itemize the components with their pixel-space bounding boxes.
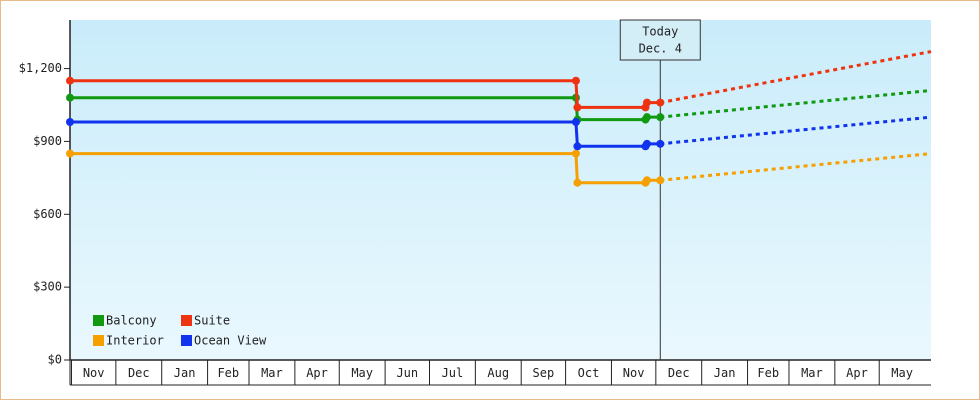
month-label: May xyxy=(891,366,913,380)
today-label: Today xyxy=(642,25,678,39)
legend-label: Suite xyxy=(194,314,230,328)
month-label: Mar xyxy=(261,366,283,380)
data-point-balcony xyxy=(642,113,651,122)
today-box xyxy=(619,19,701,61)
data-point-ocean-view xyxy=(642,139,651,148)
data-point-suite xyxy=(656,98,665,107)
data-point-balcony xyxy=(656,113,665,122)
today-date-label: Dec. 4 xyxy=(639,42,682,56)
data-point-suite xyxy=(642,98,651,107)
today-marker: Today Dec. 4 xyxy=(619,19,701,360)
legend-label: Balcony xyxy=(106,314,157,328)
y-tick-label: $0 xyxy=(48,353,62,367)
legend-swatch xyxy=(181,315,192,326)
data-point-interior xyxy=(642,176,651,185)
month-label: Jan xyxy=(714,366,736,380)
month-label: May xyxy=(351,366,373,380)
legend-swatch xyxy=(181,335,192,346)
data-point-interior xyxy=(573,178,582,187)
data-point-ocean-view xyxy=(573,142,582,151)
x-axis: Nov Dec Jan Feb Mar Apr May Jun Jul Aug Sep Oct Nov D… xyxy=(69,359,931,386)
forecast-line-balcony xyxy=(660,88,932,119)
month-label: Nov xyxy=(83,366,105,380)
month-label: Jan xyxy=(174,366,196,380)
month-label: Dec xyxy=(128,366,150,380)
y-axis: $0 $300 $600 $900 $1,200 xyxy=(19,20,71,367)
legend-swatch xyxy=(93,335,104,346)
legend-label: Ocean View xyxy=(194,334,267,348)
plot-area xyxy=(70,20,931,360)
month-label: Feb xyxy=(217,366,239,380)
data-point-suite xyxy=(571,76,580,85)
month-label: Sep xyxy=(533,366,555,380)
month-label: Apr xyxy=(846,366,868,380)
data-point-suite xyxy=(573,103,582,112)
forecast-line-suite xyxy=(659,50,932,105)
data-point-interior xyxy=(571,149,580,158)
y-tick-label: $1,200 xyxy=(19,61,62,75)
month-label: Apr xyxy=(306,366,328,380)
forecast-line-interior xyxy=(660,152,932,182)
y-tick-label: $300 xyxy=(33,280,62,294)
month-label: Oct xyxy=(578,366,600,380)
data-point-interior xyxy=(656,176,665,185)
y-tick-label: $600 xyxy=(33,207,62,221)
forecast-line-ocean-view xyxy=(660,115,932,146)
data-point-interior xyxy=(66,149,74,158)
month-label: Nov xyxy=(623,366,645,380)
month-label: Mar xyxy=(801,366,823,380)
legend: Balcony Suite Interior Ocean View xyxy=(93,314,267,348)
data-point-suite xyxy=(66,76,74,85)
data-point-ocean-view xyxy=(656,139,665,148)
month-label: Aug xyxy=(487,366,509,380)
month-label: Jul xyxy=(442,366,464,380)
month-label: Dec xyxy=(668,366,690,380)
legend-swatch xyxy=(93,315,104,326)
series-lines xyxy=(66,50,932,187)
data-point-ocean-view xyxy=(66,118,74,126)
month-label: Jun xyxy=(396,366,418,380)
month-label: Feb xyxy=(757,366,779,380)
y-tick-label: $900 xyxy=(33,134,62,148)
data-point-ocean-view xyxy=(571,118,580,126)
data-point-balcony xyxy=(66,93,74,102)
legend-label: Interior xyxy=(106,334,164,348)
